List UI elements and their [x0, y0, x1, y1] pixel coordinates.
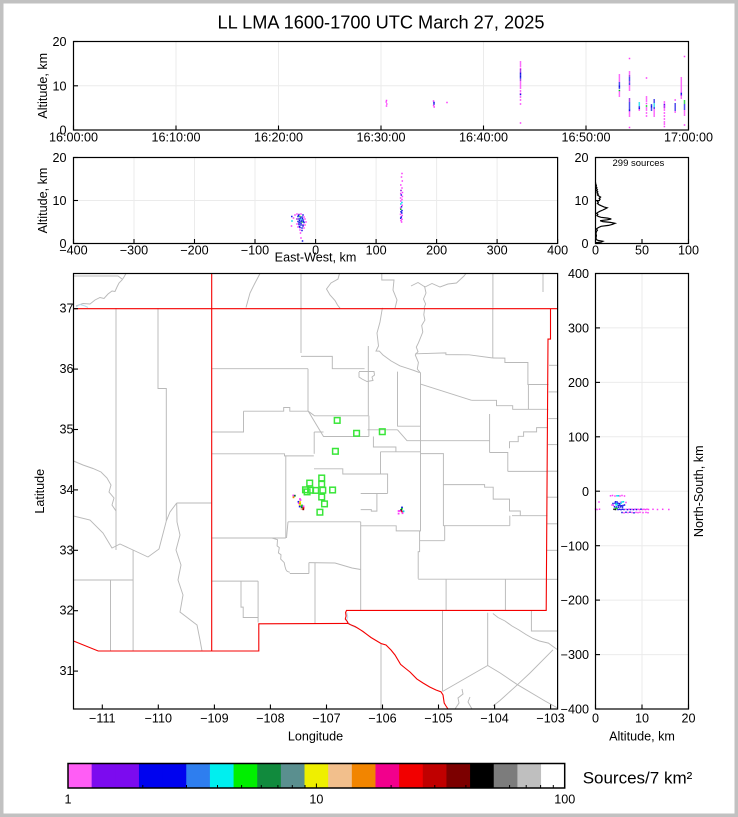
- svg-text:LL LMA 1600-1700 UTC March 27,: LL LMA 1600-1700 UTC March 27, 2025: [218, 13, 545, 33]
- svg-text:−200: −200: [561, 594, 589, 608]
- svg-text:20: 20: [681, 712, 695, 726]
- svg-text:33: 33: [59, 543, 73, 557]
- svg-text:16:00:00: 16:00:00: [49, 131, 98, 145]
- svg-text:32: 32: [59, 604, 73, 618]
- svg-text:10: 10: [52, 194, 66, 208]
- svg-text:1: 1: [64, 793, 71, 807]
- svg-text:−100: −100: [561, 539, 589, 553]
- svg-text:−108: −108: [256, 712, 284, 726]
- svg-text:−111: −111: [89, 712, 116, 726]
- svg-text:100: 100: [366, 244, 387, 258]
- svg-text:31: 31: [59, 664, 73, 678]
- svg-text:300: 300: [487, 244, 508, 258]
- svg-text:Sources/7 km²: Sources/7 km²: [583, 768, 693, 787]
- svg-text:−110: −110: [145, 712, 172, 726]
- svg-text:16:40:00: 16:40:00: [459, 131, 508, 145]
- svg-text:−107: −107: [312, 712, 340, 726]
- svg-text:−106: −106: [368, 712, 396, 726]
- svg-text:0: 0: [312, 244, 319, 258]
- svg-text:North-South, km: North-South, km: [692, 445, 706, 537]
- svg-text:10: 10: [574, 194, 588, 208]
- svg-text:−104: −104: [480, 712, 508, 726]
- svg-text:Latitude: Latitude: [33, 469, 47, 514]
- svg-text:Altitude, km: Altitude, km: [609, 730, 675, 744]
- svg-text:16:30:00: 16:30:00: [356, 131, 405, 145]
- svg-text:200: 200: [568, 376, 589, 390]
- svg-text:100: 100: [568, 430, 589, 444]
- svg-text:37: 37: [59, 302, 73, 316]
- svg-text:17:00:00: 17:00:00: [664, 131, 713, 145]
- svg-text:20: 20: [52, 151, 66, 165]
- svg-text:−300: −300: [120, 244, 148, 258]
- svg-text:East-West, km: East-West, km: [275, 251, 357, 265]
- svg-text:Altitude, km: Altitude, km: [36, 168, 50, 234]
- svg-text:0: 0: [592, 244, 599, 258]
- svg-text:400: 400: [568, 267, 589, 281]
- svg-text:100: 100: [554, 793, 575, 807]
- svg-text:10: 10: [635, 712, 649, 726]
- svg-text:Longitude: Longitude: [288, 730, 343, 744]
- svg-text:−103: −103: [536, 712, 564, 726]
- svg-text:−109: −109: [200, 712, 228, 726]
- svg-text:16:10:00: 16:10:00: [151, 131, 200, 145]
- svg-text:16:50:00: 16:50:00: [561, 131, 610, 145]
- svg-text:0: 0: [59, 237, 66, 251]
- svg-text:0: 0: [592, 712, 599, 726]
- svg-text:Altitude, km: Altitude, km: [36, 53, 50, 119]
- svg-text:−105: −105: [424, 712, 452, 726]
- svg-text:0: 0: [581, 237, 588, 251]
- svg-text:299 sources: 299 sources: [613, 158, 665, 169]
- svg-text:−200: −200: [180, 244, 208, 258]
- svg-text:36: 36: [59, 362, 73, 376]
- svg-text:−100: −100: [241, 244, 269, 258]
- svg-text:0: 0: [59, 124, 66, 138]
- svg-text:−400: −400: [59, 244, 87, 258]
- svg-text:400: 400: [547, 244, 568, 258]
- svg-text:−400: −400: [561, 703, 589, 717]
- svg-text:50: 50: [635, 244, 649, 258]
- svg-text:35: 35: [59, 423, 73, 437]
- svg-text:300: 300: [568, 322, 589, 336]
- svg-text:34: 34: [59, 483, 73, 497]
- svg-text:0: 0: [582, 485, 589, 499]
- svg-text:−300: −300: [561, 648, 589, 662]
- svg-text:10: 10: [52, 79, 66, 93]
- svg-text:20: 20: [574, 151, 588, 165]
- svg-text:20: 20: [52, 35, 66, 49]
- svg-text:200: 200: [426, 244, 447, 258]
- svg-text:100: 100: [678, 244, 699, 258]
- svg-text:16:20:00: 16:20:00: [254, 131, 303, 145]
- svg-text:10: 10: [309, 793, 323, 807]
